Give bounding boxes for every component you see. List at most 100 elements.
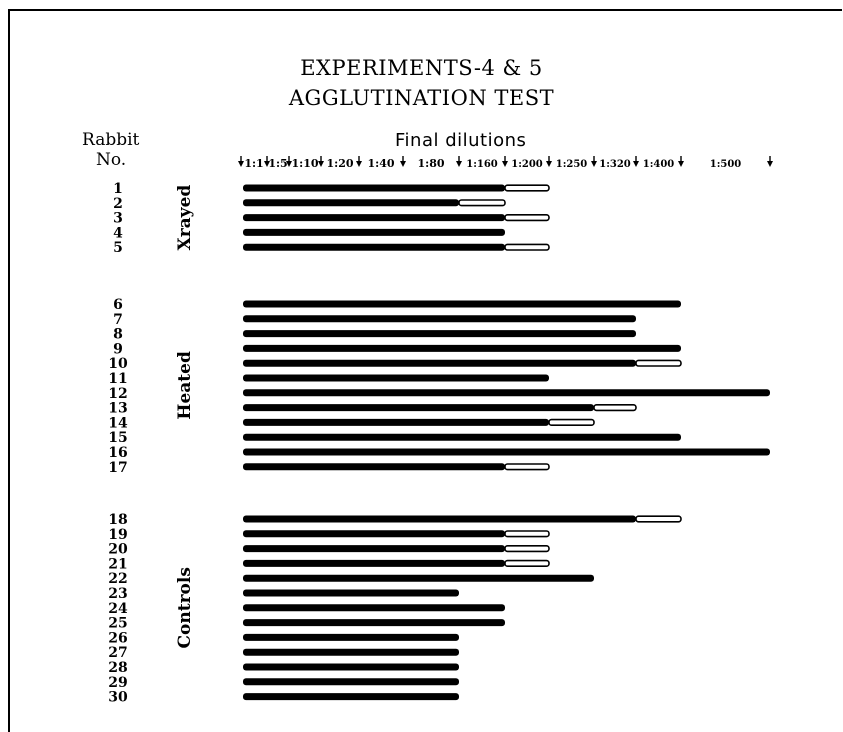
group-label: Heated <box>175 351 195 420</box>
bar-open <box>593 403 637 412</box>
bar-open <box>504 243 550 251</box>
rabbit-number: 20 <box>108 542 128 558</box>
rabbit-number: 18 <box>108 512 127 528</box>
bar-solid <box>243 693 459 701</box>
bar-solid <box>243 214 505 222</box>
figure-frame-top <box>8 9 842 11</box>
row-label-rabbit: Rabbit <box>82 130 140 150</box>
rabbit-number: 14 <box>108 415 128 431</box>
chart-subtitle: AGGLUTINATION TEST <box>288 86 555 110</box>
rabbit-number: 17 <box>108 460 127 476</box>
tick-arrow <box>264 161 270 167</box>
rabbit-number: 24 <box>108 601 128 617</box>
rabbit-number: 5 <box>113 240 123 256</box>
bar-solid <box>243 448 770 456</box>
bar-solid <box>243 589 459 597</box>
bar-solid <box>243 515 636 523</box>
x-tick-label: 1:500 <box>710 159 742 170</box>
bar-solid <box>243 418 549 426</box>
rabbit-number: 28 <box>108 660 127 676</box>
x-tick-label: 1:250 <box>556 159 588 170</box>
bar-solid <box>243 663 459 671</box>
x-tick-label: 1:10 <box>291 157 318 170</box>
bar-solid <box>243 530 505 538</box>
x-tick-label: 1:200 <box>511 159 543 170</box>
bar-solid <box>243 344 681 352</box>
bar-solid <box>243 228 505 236</box>
rabbit-number: 27 <box>108 645 127 661</box>
tick-arrow <box>767 161 773 167</box>
x-tick-label: 1:1 <box>244 157 263 170</box>
bar-solid <box>243 199 459 207</box>
rabbit-number: 6 <box>113 297 123 313</box>
tick-arrow <box>633 161 639 167</box>
x-tick-label: 1:40 <box>367 157 394 170</box>
rabbit-number: 25 <box>108 616 127 632</box>
rabbit-number: 2 <box>113 196 123 212</box>
row-label-no: No. <box>96 150 127 170</box>
bar-solid <box>243 678 459 686</box>
rabbit-number: 7 <box>113 312 123 328</box>
rabbit-number: 23 <box>108 586 127 602</box>
bar-solid <box>243 315 636 323</box>
rabbit-number: 26 <box>108 630 127 646</box>
bar-solid <box>243 463 505 471</box>
tick-arrow <box>591 161 597 167</box>
tick-arrow <box>546 161 552 167</box>
figure-frame-left <box>8 9 10 732</box>
rabbit-number: 8 <box>113 327 123 343</box>
bar-open <box>504 184 550 192</box>
bar-open <box>504 530 550 538</box>
rabbit-number: 3 <box>113 211 123 227</box>
bar-solid <box>243 648 459 656</box>
bar-solid <box>243 633 459 641</box>
bar-open <box>635 359 682 367</box>
x-axis-label: Final dilutions <box>395 130 527 151</box>
bar-open <box>504 463 550 471</box>
rabbit-number: 13 <box>108 401 127 417</box>
rabbit-number: 1 <box>113 181 123 197</box>
rabbit-number: 4 <box>113 225 123 241</box>
rabbit-number: 15 <box>108 430 127 446</box>
x-tick-label: 1:80 <box>417 157 444 170</box>
rabbit-number: 11 <box>108 371 127 387</box>
x-tick-label: 1:160 <box>466 159 498 170</box>
bar-solid <box>243 300 681 308</box>
rabbit-number: 22 <box>108 571 127 587</box>
rabbit-number: 9 <box>113 341 123 357</box>
tick-arrow <box>678 161 684 167</box>
tick-arrow <box>456 161 462 167</box>
rabbit-number: 16 <box>108 445 127 461</box>
tick-arrow <box>286 161 292 167</box>
bar-solid <box>243 404 594 412</box>
bar-open <box>504 214 550 222</box>
tick-arrow <box>400 161 406 167</box>
bar-solid <box>243 604 505 612</box>
rabbit-number: 30 <box>108 690 128 706</box>
bar-solid <box>243 330 636 338</box>
bar-solid <box>243 389 770 397</box>
bar-solid <box>243 374 549 382</box>
rabbit-number: 10 <box>108 356 128 372</box>
tick-arrow <box>318 161 324 167</box>
bar-open <box>504 559 550 567</box>
bar-solid <box>243 545 505 553</box>
bar-solid <box>243 619 505 627</box>
bar-solid <box>243 574 594 582</box>
bar-solid <box>243 359 636 367</box>
bar-open <box>458 199 506 207</box>
tick-arrow <box>502 161 508 167</box>
bar-open <box>635 515 682 523</box>
bar-solid <box>243 184 505 192</box>
rabbit-number: 19 <box>108 527 127 543</box>
group-label: Controls <box>175 567 195 648</box>
tick-arrow <box>356 161 362 167</box>
group-label: Xrayed <box>175 185 195 251</box>
bar-open <box>548 418 595 427</box>
rabbit-number: 12 <box>108 386 127 402</box>
tick-arrow <box>238 161 244 167</box>
chart-title: EXPERIMENTS-4 & 5 <box>300 56 543 80</box>
bar-open <box>504 544 550 553</box>
bar-solid <box>243 433 681 441</box>
